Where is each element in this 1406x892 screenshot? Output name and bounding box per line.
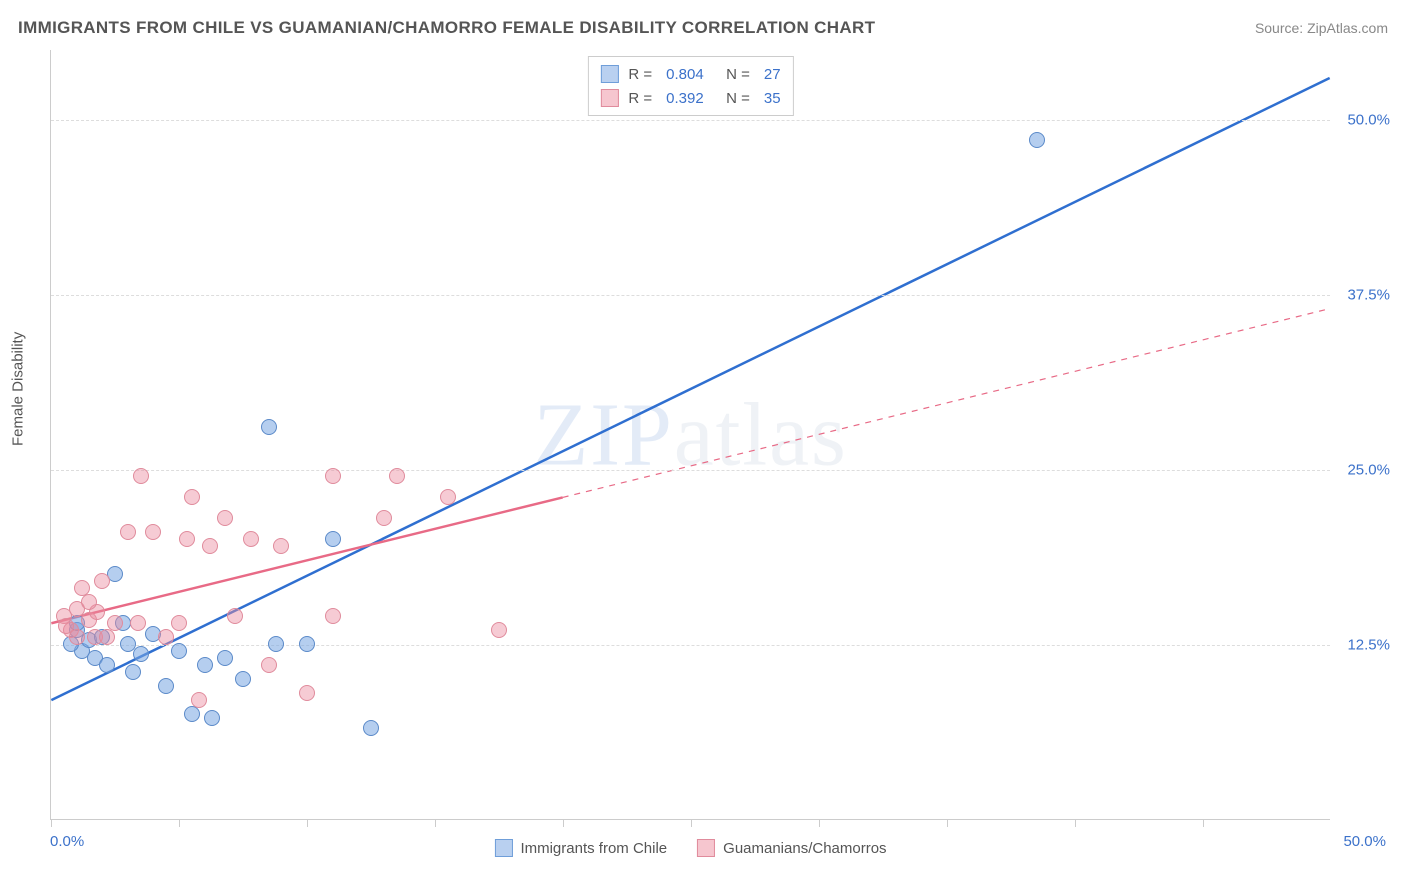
x-tick bbox=[435, 819, 436, 827]
data-point-guam bbox=[202, 538, 218, 554]
data-point-chile bbox=[1029, 132, 1045, 148]
gridline bbox=[51, 295, 1330, 296]
data-point-guam bbox=[191, 692, 207, 708]
data-point-chile bbox=[184, 706, 200, 722]
swatch-chile-icon bbox=[494, 839, 512, 857]
data-point-guam bbox=[145, 524, 161, 540]
swatch-guam-icon bbox=[697, 839, 715, 857]
x-tick bbox=[307, 819, 308, 827]
data-point-guam bbox=[158, 629, 174, 645]
x-tick bbox=[947, 819, 948, 827]
data-point-guam bbox=[440, 489, 456, 505]
data-point-guam bbox=[227, 608, 243, 624]
x-tick bbox=[563, 819, 564, 827]
y-tick-label: 37.5% bbox=[1347, 287, 1390, 304]
x-tick bbox=[1203, 819, 1204, 827]
x-axis-max-label: 50.0% bbox=[1343, 833, 1386, 850]
gridline bbox=[51, 645, 1330, 646]
y-tick-label: 25.0% bbox=[1347, 462, 1390, 479]
y-tick-label: 50.0% bbox=[1347, 112, 1390, 129]
legend-label: Guamanians/Chamorros bbox=[723, 840, 886, 857]
data-point-chile bbox=[363, 720, 379, 736]
header: IMMIGRANTS FROM CHILE VS GUAMANIAN/CHAMO… bbox=[18, 18, 1388, 38]
regression-line bbox=[51, 497, 562, 623]
data-point-chile bbox=[235, 671, 251, 687]
data-point-chile bbox=[171, 643, 187, 659]
data-point-guam bbox=[69, 629, 85, 645]
data-point-guam bbox=[179, 531, 195, 547]
data-point-guam bbox=[133, 468, 149, 484]
data-point-guam bbox=[389, 468, 405, 484]
data-point-chile bbox=[125, 664, 141, 680]
x-tick bbox=[691, 819, 692, 827]
legend-series: Immigrants from Chile Guamanians/Chamorr… bbox=[494, 839, 886, 857]
data-point-guam bbox=[94, 573, 110, 589]
legend-item-guam: Guamanians/Chamorros bbox=[697, 839, 886, 857]
x-tick bbox=[819, 819, 820, 827]
data-point-chile bbox=[99, 657, 115, 673]
data-point-guam bbox=[273, 538, 289, 554]
data-point-chile bbox=[268, 636, 284, 652]
data-point-guam bbox=[491, 622, 507, 638]
gridline bbox=[51, 120, 1330, 121]
data-point-guam bbox=[120, 524, 136, 540]
source-name: ZipAtlas.com bbox=[1307, 20, 1388, 36]
legend-item-chile: Immigrants from Chile bbox=[494, 839, 667, 857]
data-point-guam bbox=[376, 510, 392, 526]
data-point-guam bbox=[243, 531, 259, 547]
data-point-guam bbox=[99, 629, 115, 645]
data-point-chile bbox=[158, 678, 174, 694]
legend-label: Immigrants from Chile bbox=[520, 840, 667, 857]
data-point-chile bbox=[325, 531, 341, 547]
data-point-guam bbox=[130, 615, 146, 631]
gridline bbox=[51, 470, 1330, 471]
y-tick-label: 12.5% bbox=[1347, 637, 1390, 654]
data-point-guam bbox=[217, 510, 233, 526]
data-point-chile bbox=[261, 419, 277, 435]
x-axis-min-label: 0.0% bbox=[50, 833, 84, 850]
source-label: Source: bbox=[1255, 20, 1307, 36]
data-point-guam bbox=[261, 657, 277, 673]
data-point-chile bbox=[217, 650, 233, 666]
x-tick bbox=[51, 819, 52, 827]
data-point-chile bbox=[204, 710, 220, 726]
regression-line bbox=[51, 78, 1329, 700]
data-point-guam bbox=[184, 489, 200, 505]
source-credit: Source: ZipAtlas.com bbox=[1255, 20, 1388, 36]
data-point-guam bbox=[81, 594, 97, 610]
x-tick bbox=[1075, 819, 1076, 827]
data-point-chile bbox=[299, 636, 315, 652]
regression-lines bbox=[51, 50, 1330, 819]
data-point-chile bbox=[133, 646, 149, 662]
x-tick bbox=[179, 819, 180, 827]
data-point-guam bbox=[171, 615, 187, 631]
data-point-guam bbox=[299, 685, 315, 701]
plot-area: ZIPatlas R = 0.804 N = 27 R = 0.392 N = … bbox=[50, 50, 1330, 820]
y-axis-label: Female Disability bbox=[10, 332, 27, 446]
chart-title: IMMIGRANTS FROM CHILE VS GUAMANIAN/CHAMO… bbox=[18, 18, 875, 38]
data-point-chile bbox=[197, 657, 213, 673]
data-point-guam bbox=[325, 468, 341, 484]
data-point-guam bbox=[325, 608, 341, 624]
